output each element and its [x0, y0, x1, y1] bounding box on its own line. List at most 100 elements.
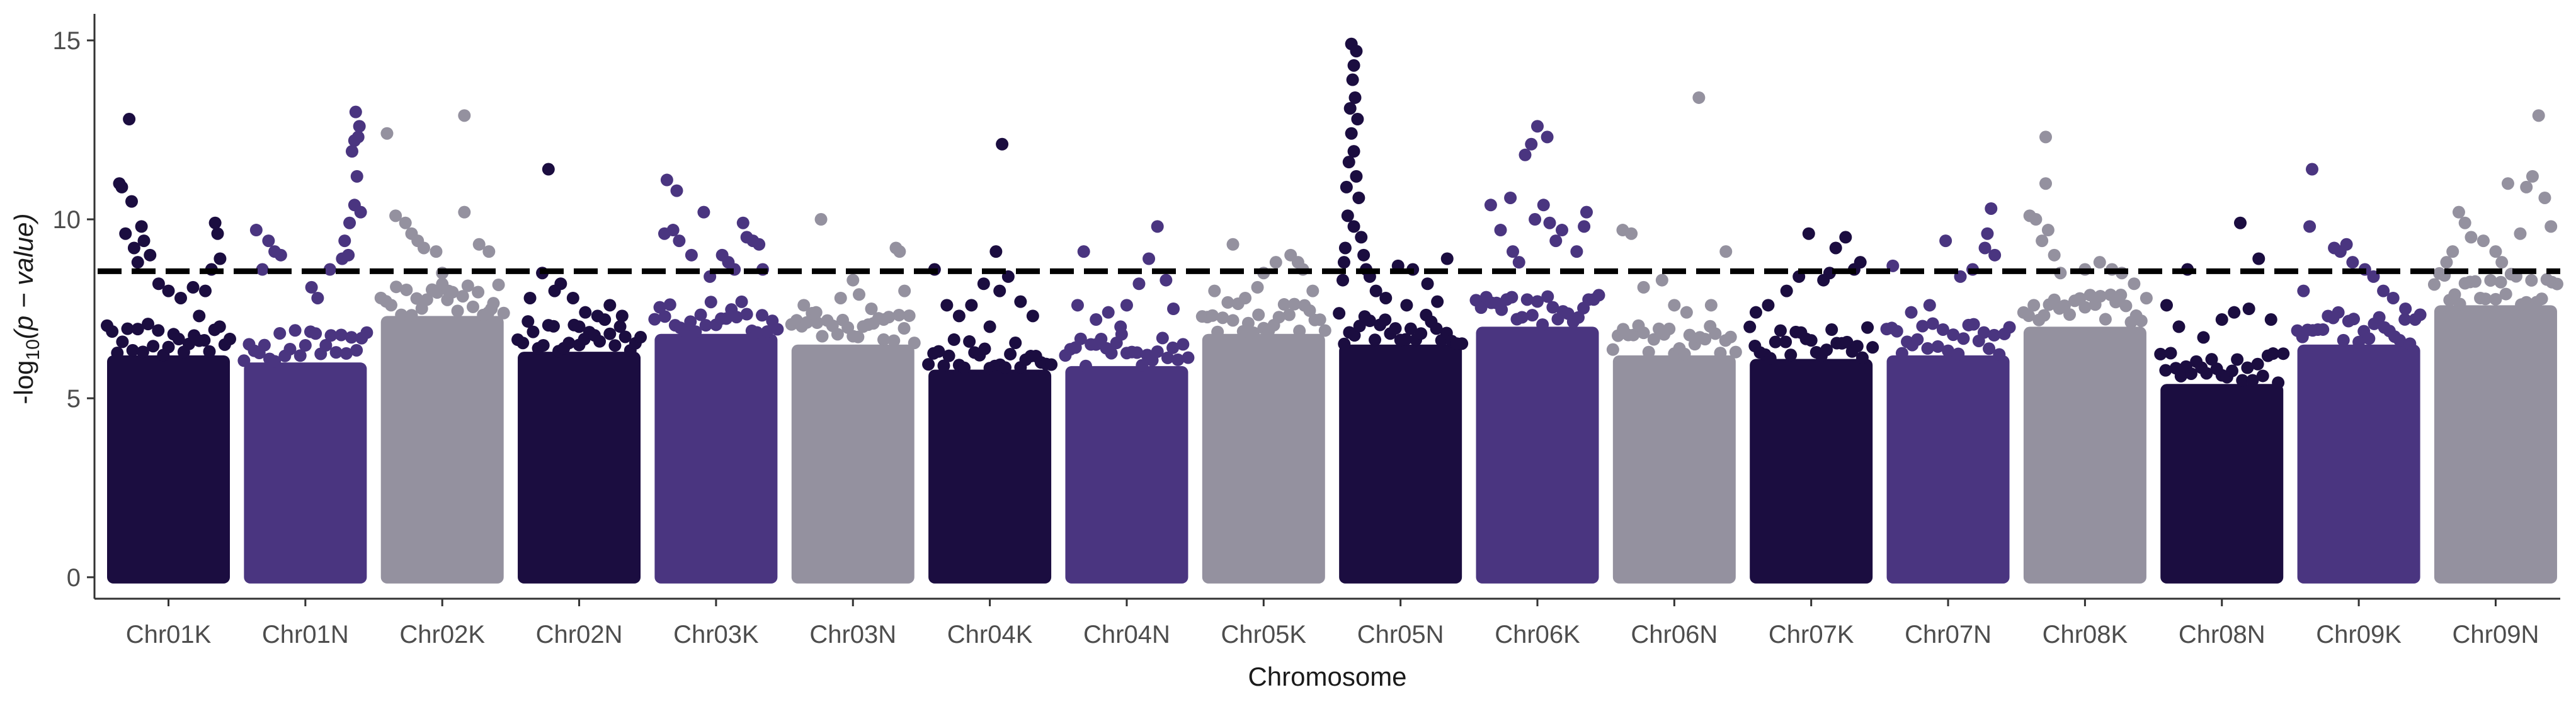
data-point	[1341, 209, 1354, 222]
data-point	[2532, 109, 2545, 122]
data-point	[2215, 313, 2228, 326]
data-point	[1525, 137, 1538, 151]
dense-edge-point	[957, 361, 971, 374]
data-point	[1336, 274, 1349, 287]
x-tick-label-Chr04N: Chr04N	[1083, 621, 1170, 648]
dense-edge-point	[1333, 307, 1346, 320]
dense-edge-point	[1592, 289, 1605, 302]
data-point	[1556, 224, 1568, 237]
dense-edge-point	[1277, 298, 1291, 311]
dense-edge-point	[2174, 369, 2187, 383]
dense-edge-point	[1282, 308, 1296, 321]
dense-edge-point	[2159, 364, 2172, 377]
data-point	[1355, 231, 1368, 244]
data-point	[2340, 238, 2353, 251]
data-point	[673, 234, 686, 248]
data-point	[2242, 303, 2255, 315]
data-point	[846, 274, 860, 287]
data-point	[1507, 245, 1519, 258]
dense-edge-point	[451, 304, 464, 318]
dense-edge-point	[653, 301, 666, 314]
dense-edge-point	[1769, 335, 1782, 349]
dense-edge-point	[998, 361, 1012, 374]
dense-edge-point	[2489, 292, 2502, 306]
data-point	[797, 299, 811, 312]
data-point	[123, 113, 136, 126]
data-point	[1251, 280, 1264, 294]
data-point	[1342, 156, 1355, 169]
dense-edge-point	[1546, 301, 1559, 314]
dense-edge-point	[299, 338, 312, 352]
dense-edge-point	[704, 296, 717, 309]
dense-edge-point	[2251, 357, 2264, 371]
dense-edge-point	[283, 342, 297, 355]
data-point	[1692, 91, 1706, 104]
data-point	[2306, 163, 2318, 176]
data-point	[1143, 252, 1156, 265]
dense-block-Chr06N	[1612, 355, 1736, 584]
dense-edge-point	[142, 318, 154, 331]
data-point	[125, 195, 138, 208]
data-point	[2128, 277, 2141, 291]
data-point	[1655, 274, 1668, 287]
data-point	[1817, 274, 1830, 287]
data-point	[940, 299, 954, 312]
data-point	[952, 309, 966, 323]
dense-edge-point	[2277, 347, 2290, 360]
data-point	[1151, 220, 1164, 233]
dense-edge-point	[1095, 332, 1108, 345]
dense-edge-point	[1045, 358, 1058, 371]
data-point	[1719, 245, 1733, 258]
data-point	[977, 277, 990, 291]
dense-edge-point	[2448, 288, 2461, 301]
data-point	[1090, 313, 1103, 326]
data-point	[2029, 213, 2043, 226]
dense-edge-point	[345, 331, 358, 344]
dense-edge-point	[537, 338, 550, 352]
dense-edge-point	[1895, 347, 1908, 360]
y-axis-title-expression: (p − value)	[9, 213, 38, 339]
data-point	[119, 227, 132, 240]
dense-edge-point	[2231, 353, 2244, 366]
data-point	[1347, 59, 1360, 72]
dense-edge-point	[1221, 296, 1234, 309]
data-point	[1379, 291, 1393, 304]
dense-edge-point	[1136, 359, 1149, 372]
dense-block-Chr09N	[2434, 305, 2557, 584]
dense-edge-point	[116, 335, 129, 349]
x-tick-label-Chr06K: Chr06K	[1495, 621, 1580, 648]
dense-edge-point	[1399, 333, 1412, 346]
dense-edge-point	[2094, 290, 2107, 303]
dense-edge-point	[2332, 306, 2345, 319]
dense-edge-point	[1515, 311, 1529, 324]
x-tick-label-Chr06N: Chr06N	[1631, 621, 1718, 648]
dense-edge-point	[1861, 321, 1874, 334]
data-point	[1132, 277, 1146, 291]
dense-edge-point	[593, 335, 607, 348]
dense-edge-point	[258, 338, 271, 352]
dense-edge-point	[131, 323, 144, 336]
dense-edge-point	[2468, 275, 2482, 288]
dense-edge-point	[1177, 338, 1190, 351]
dense-edge-point	[816, 330, 829, 343]
dense-edge-point	[1921, 342, 1934, 355]
data-point	[2440, 256, 2453, 269]
data-point	[1625, 227, 1638, 240]
dense-edge-point	[2200, 367, 2213, 380]
dense-edge-point	[1415, 327, 1428, 340]
dense-edge-point	[1714, 347, 1727, 360]
dense-edge-point	[2317, 323, 2330, 336]
data-point	[1357, 248, 1371, 262]
data-point	[2465, 231, 2478, 244]
data-point	[137, 234, 151, 248]
dense-edge-point	[2134, 314, 2148, 328]
dense-edge-point	[172, 333, 185, 346]
data-point	[1923, 299, 1936, 312]
data-point	[1484, 199, 1497, 212]
data-point	[1578, 220, 1591, 233]
dense-edge-point	[1931, 340, 1944, 353]
data-point	[1531, 120, 1544, 133]
dense-edge-point	[618, 330, 632, 343]
dense-edge-point	[699, 319, 712, 332]
dense-edge-point	[1729, 345, 1742, 359]
